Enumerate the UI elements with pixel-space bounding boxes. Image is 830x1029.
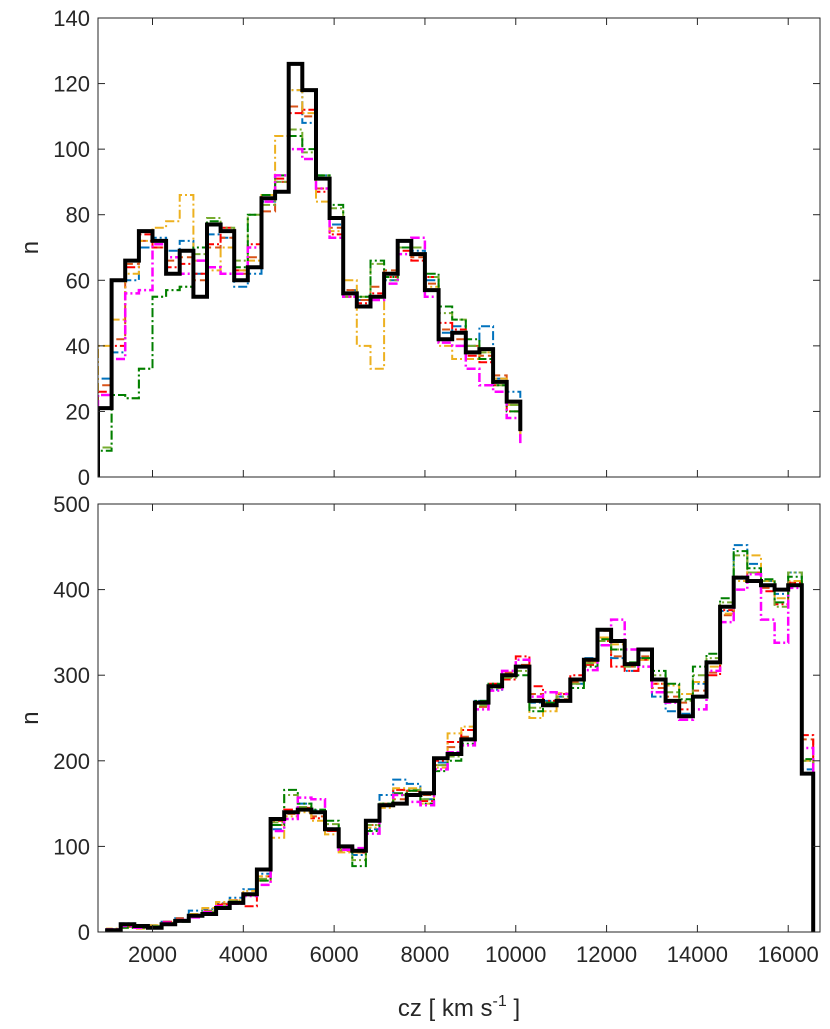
x-tick-label: 8000 xyxy=(400,942,449,967)
series-line-2 xyxy=(98,105,522,477)
series-line-5 xyxy=(98,128,522,477)
y-tick-label: 200 xyxy=(53,749,90,774)
series-line-3 xyxy=(98,108,522,477)
y-tick-label: 400 xyxy=(53,578,90,603)
axes-frame xyxy=(97,503,821,933)
x-tick-label: 4000 xyxy=(219,942,268,967)
x-tick-label: 16000 xyxy=(758,942,819,967)
y-tick-label: 500 xyxy=(53,492,90,517)
y-tick-label: 140 xyxy=(53,6,90,31)
y-axis-label: n xyxy=(17,241,44,254)
y-tick-label: 100 xyxy=(53,137,90,162)
series-line-0 xyxy=(105,575,816,932)
axes-frame xyxy=(97,17,821,478)
x-tick-label: 6000 xyxy=(310,942,359,967)
x-tick-label: 12000 xyxy=(576,942,637,967)
series-group xyxy=(105,544,816,932)
y-tick-label: 20 xyxy=(66,399,90,424)
series-line-7 xyxy=(98,147,522,477)
y-tick-label: 0 xyxy=(78,920,90,945)
series-line-6 xyxy=(98,135,522,477)
panel-1: 0 20 40 60 80 100 120 140 n xyxy=(17,6,821,490)
y-tick-label: 100 xyxy=(53,834,90,859)
series-line-4 xyxy=(98,89,522,477)
y-tick-label: 40 xyxy=(66,334,90,359)
series-line-0 xyxy=(98,61,523,477)
y-axis-label: n xyxy=(17,711,44,724)
x-axis-label: cz [ km s-1 ] xyxy=(398,993,520,1022)
x-tick-label: 10000 xyxy=(485,942,546,967)
y-tick-label: 300 xyxy=(53,663,90,688)
series-line-4 xyxy=(106,554,815,932)
y-tick-label: 120 xyxy=(53,72,90,97)
panel-2: 2000 4000 6000 8000 10000 12000 14000 16000 0 100… xyxy=(17,492,821,1022)
series-group xyxy=(98,61,523,477)
x-tick-label: 14000 xyxy=(667,942,728,967)
x-tick-label: 2000 xyxy=(128,942,177,967)
y-tick-label: 60 xyxy=(66,268,90,293)
y-tick-label: 0 xyxy=(78,465,90,490)
y-tick-label: 80 xyxy=(66,203,90,228)
